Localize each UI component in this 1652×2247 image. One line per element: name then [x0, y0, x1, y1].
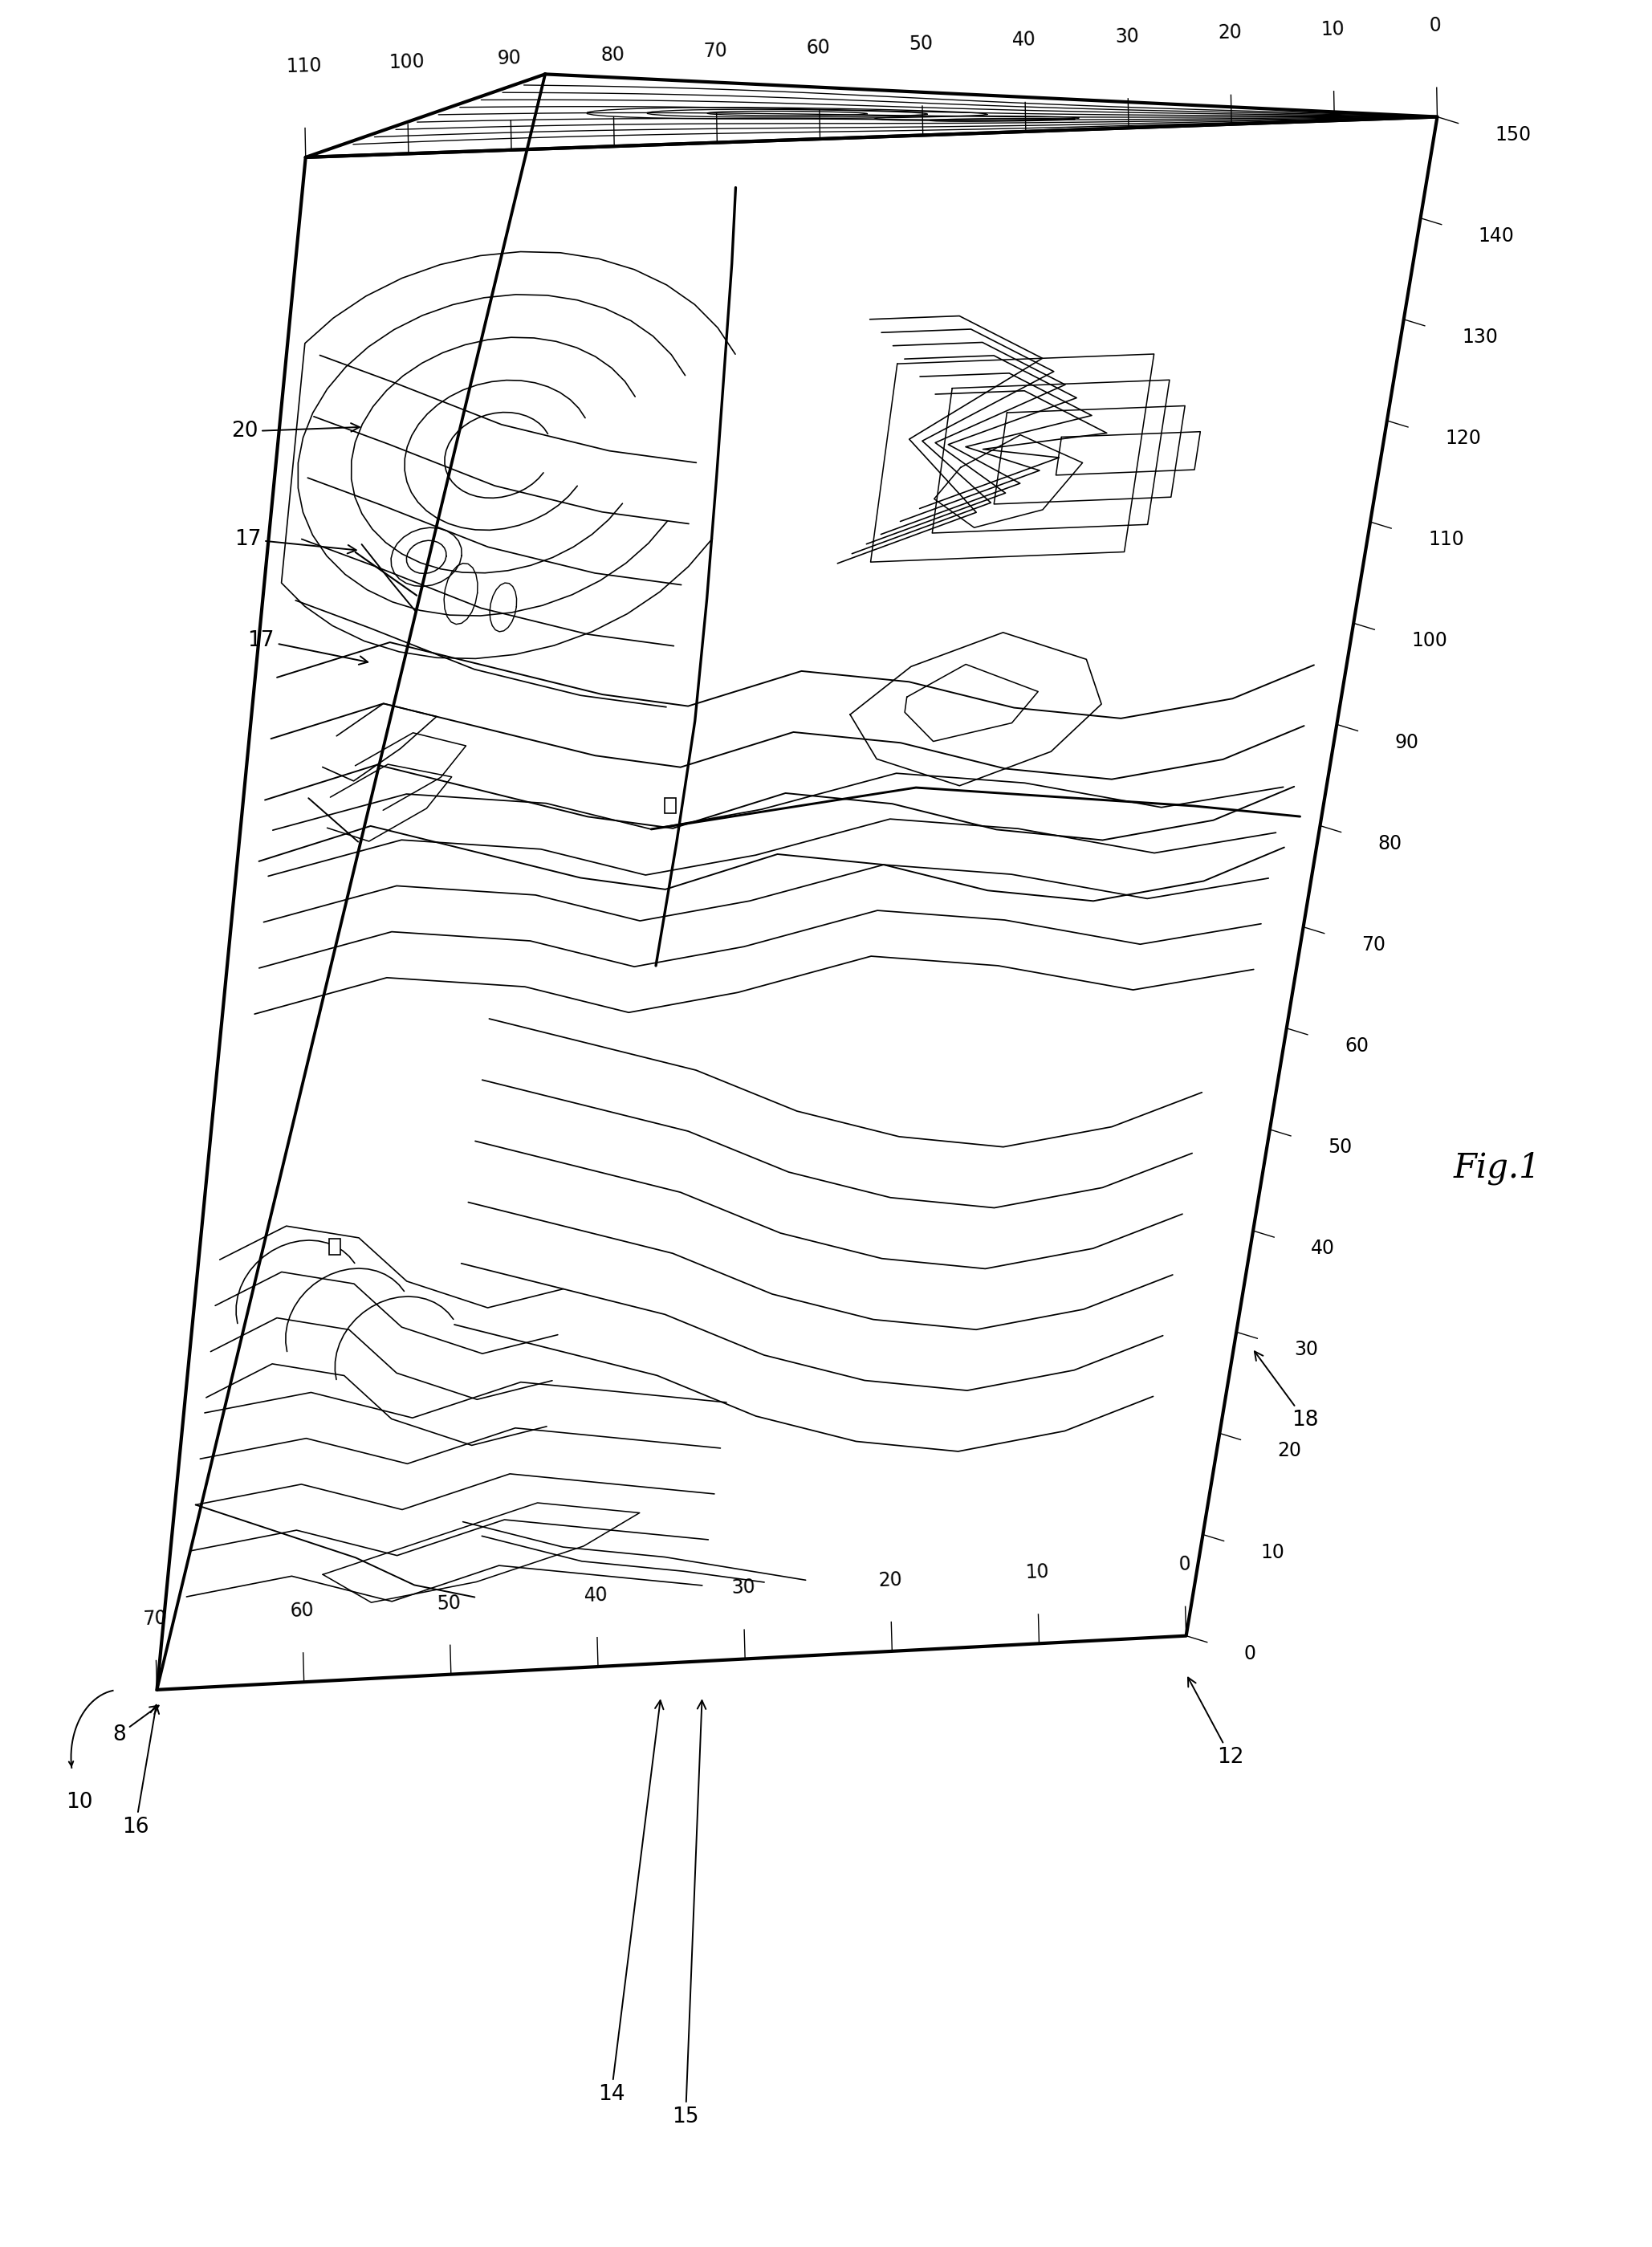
Text: 20: 20	[1277, 1440, 1302, 1461]
Text: 60: 60	[1345, 1036, 1370, 1056]
Text: 50: 50	[1328, 1137, 1351, 1157]
Text: 15: 15	[672, 1701, 705, 2128]
Text: 16: 16	[122, 1705, 159, 1838]
Text: 70: 70	[142, 1609, 167, 1629]
Text: 14: 14	[598, 1701, 664, 2105]
Bar	[664, 798, 676, 813]
Text: 10: 10	[1260, 1544, 1285, 1562]
Text: 10: 10	[1024, 1562, 1049, 1582]
Text: 40: 40	[1011, 29, 1036, 49]
Text: 0: 0	[1429, 16, 1442, 36]
Text: 8: 8	[112, 1705, 159, 1746]
Text: 17: 17	[248, 629, 368, 665]
Text: 140: 140	[1479, 227, 1515, 245]
Text: 0: 0	[1244, 1645, 1256, 1663]
Text: 40: 40	[583, 1586, 608, 1607]
Bar	[329, 1238, 340, 1254]
Text: 50: 50	[909, 34, 933, 54]
Text: 0: 0	[1178, 1555, 1191, 1575]
Text: 17: 17	[235, 528, 357, 553]
Text: 130: 130	[1462, 328, 1498, 346]
Text: 12: 12	[1188, 1679, 1244, 1768]
Text: 70: 70	[1361, 935, 1386, 955]
Text: 70: 70	[704, 40, 727, 61]
Text: 150: 150	[1495, 126, 1531, 144]
Text: 60: 60	[289, 1600, 314, 1620]
Text: 100: 100	[1411, 631, 1447, 652]
Text: 30: 30	[1115, 27, 1140, 47]
Text: 30: 30	[730, 1577, 755, 1598]
Text: 10: 10	[1320, 20, 1345, 38]
Text: 40: 40	[1312, 1238, 1335, 1258]
Text: 90: 90	[1394, 733, 1419, 753]
Text: 110: 110	[286, 56, 322, 76]
Text: Fig.1: Fig.1	[1454, 1150, 1541, 1186]
Text: 20: 20	[1218, 22, 1242, 43]
Text: 10: 10	[66, 1791, 93, 1813]
Text: 120: 120	[1446, 429, 1482, 447]
Text: 50: 50	[436, 1593, 461, 1613]
Text: 100: 100	[388, 52, 425, 72]
Text: 90: 90	[497, 49, 522, 67]
Text: 18: 18	[1254, 1350, 1318, 1431]
Text: 20: 20	[231, 420, 360, 443]
Text: 110: 110	[1429, 530, 1464, 548]
Text: 80: 80	[600, 45, 624, 65]
Text: 80: 80	[1378, 834, 1403, 854]
Text: 30: 30	[1295, 1339, 1318, 1359]
Text: 20: 20	[877, 1571, 902, 1591]
Text: 60: 60	[806, 38, 831, 58]
